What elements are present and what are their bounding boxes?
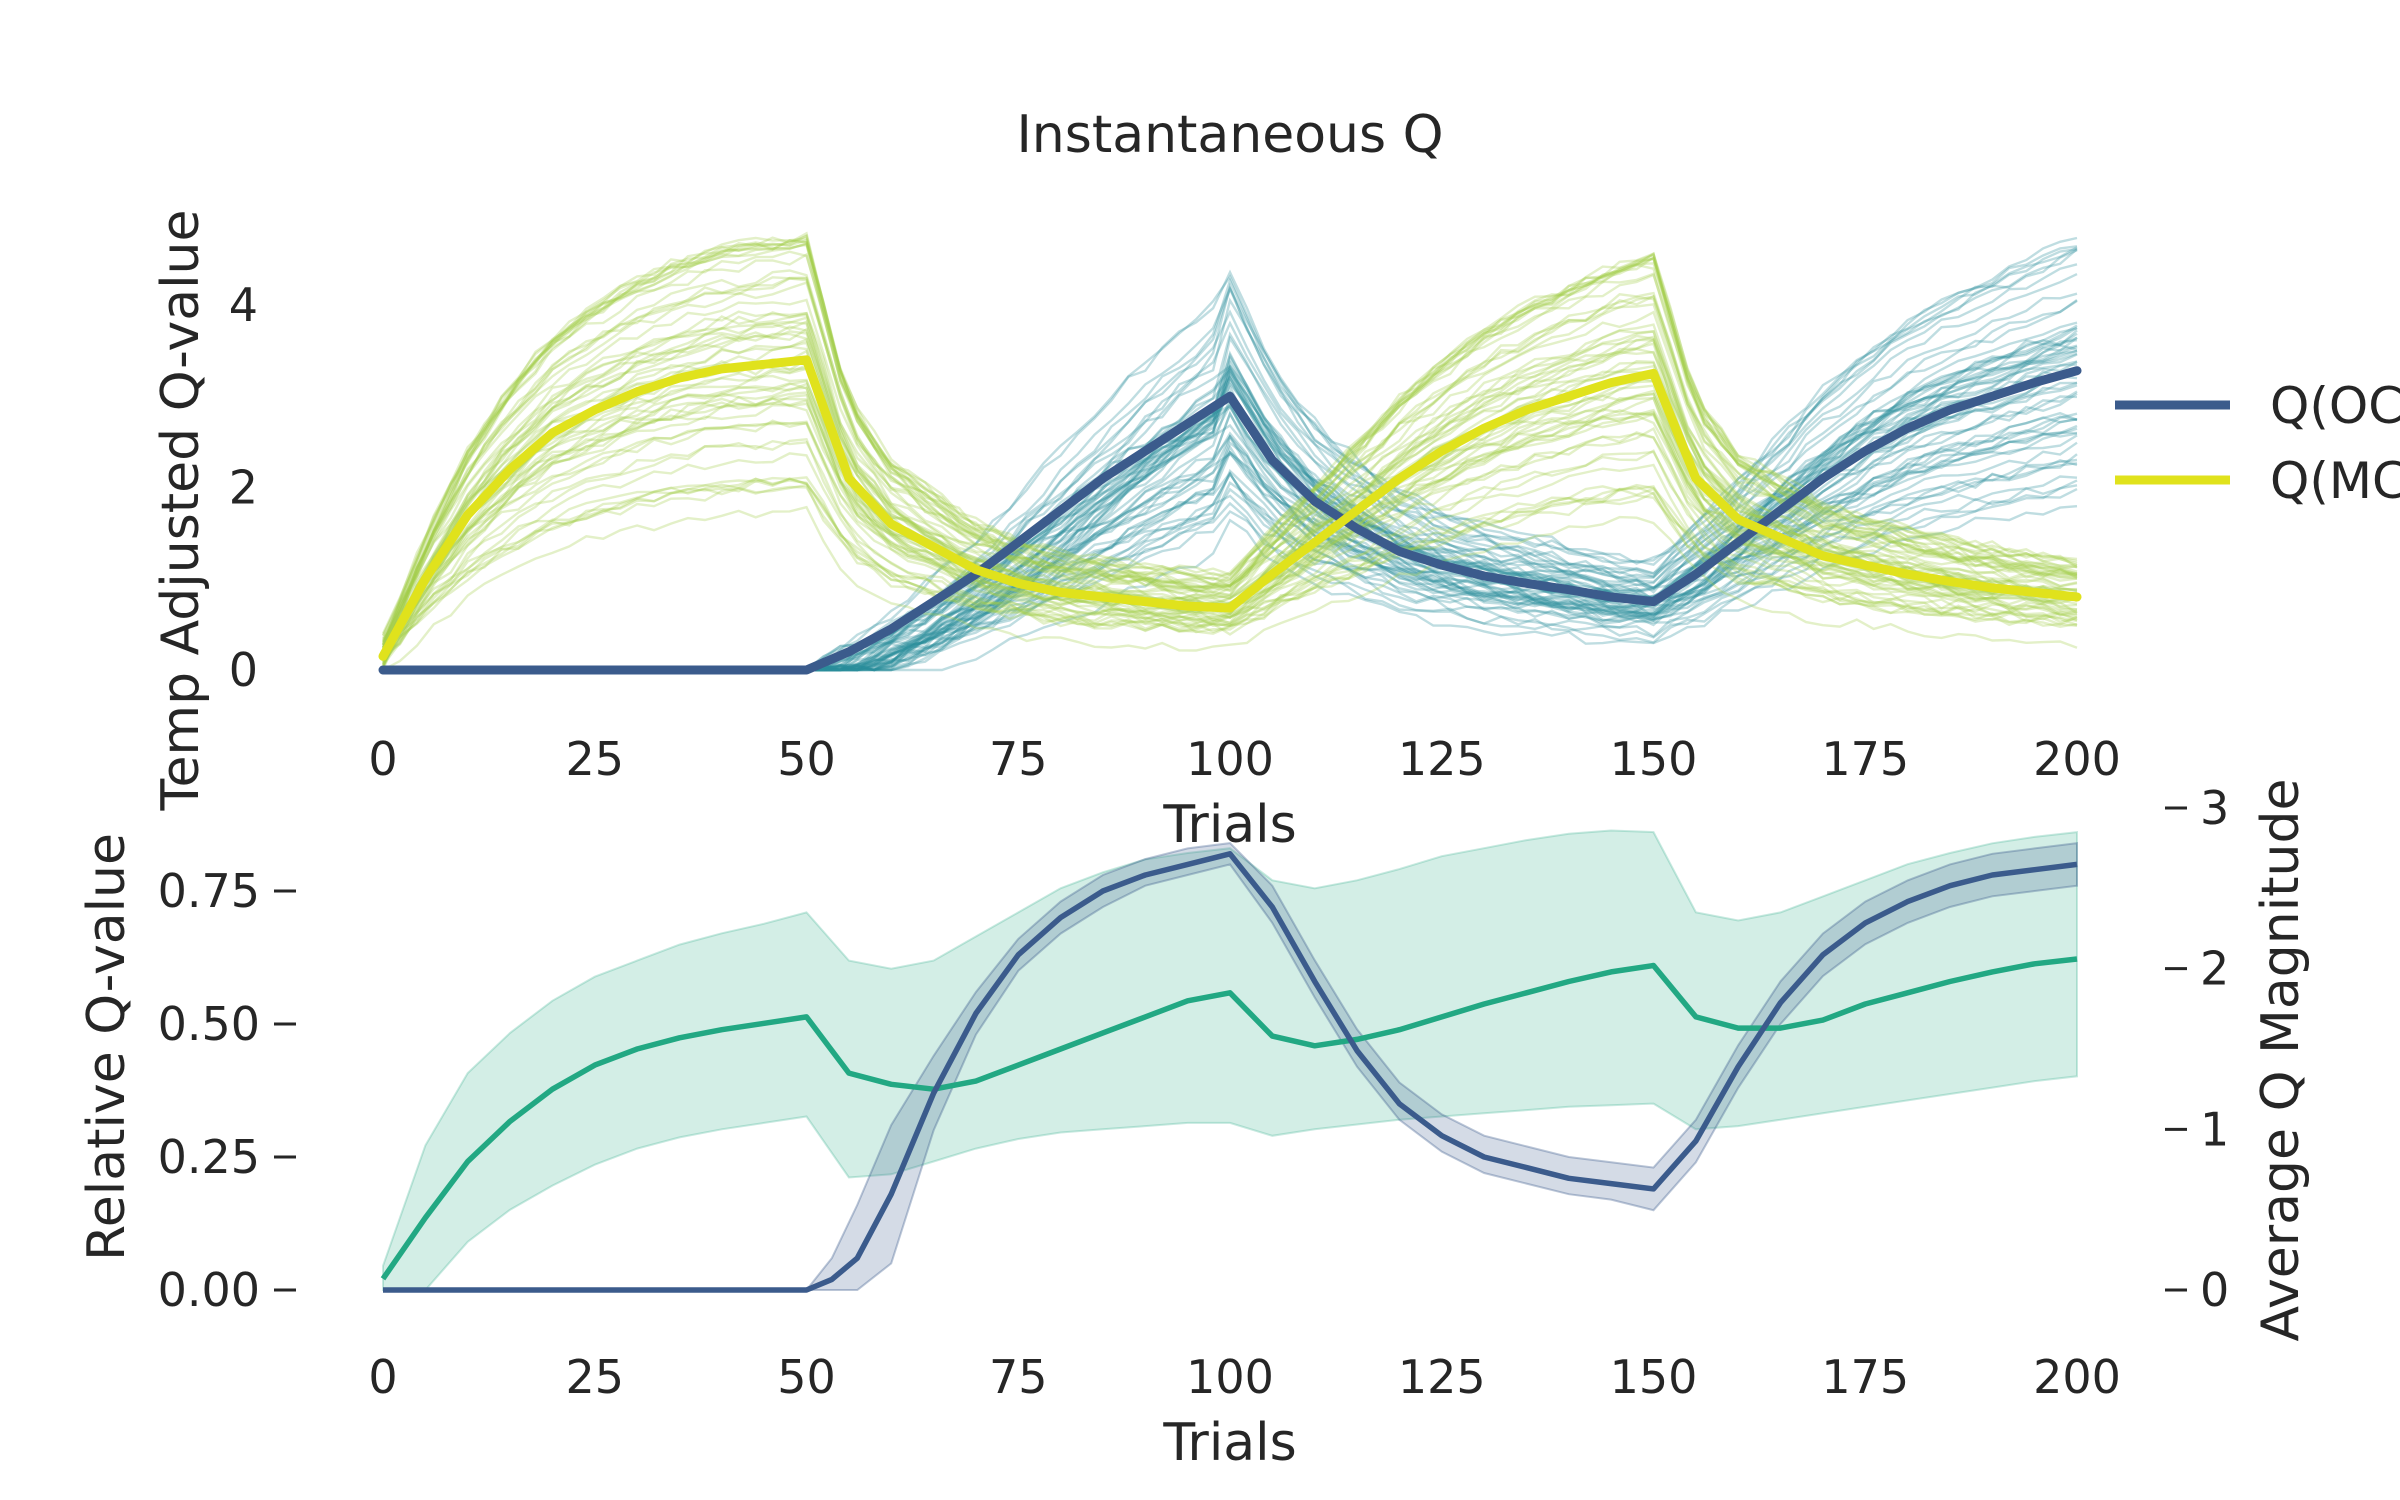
trace-line-mc-7 [382, 476, 2078, 648]
line-average-q-magnitude [380, 956, 2078, 1281]
bottom-x-tick-label: 50 [777, 1350, 836, 1404]
bottom-left-tick-label: 0.75 [158, 864, 260, 918]
trace-line-mc-43 [381, 420, 2078, 665]
band-average-q-magnitude [382, 829, 2078, 1291]
trace-line-mc-12 [381, 325, 2078, 661]
bottom-x-axis-label: Trials [1162, 1413, 1296, 1473]
bottom-left-y-ticks: 0.00 0.25 0.50 0.75 [158, 864, 296, 1317]
top-x-tick-label: 125 [1398, 732, 1486, 786]
top-x-ticks: 0 25 50 75 100 125 150 175 200 [368, 732, 2121, 786]
top-x-tick-label: 75 [989, 732, 1048, 786]
top-y-ticks: 0 2 4 [229, 278, 258, 697]
trace-line-mc-44 [381, 452, 2078, 664]
trace-line-mc-53 [382, 505, 2078, 672]
top-x-tick-label: 200 [2033, 732, 2121, 786]
bottom-right-tick-label: 0 [2200, 1263, 2229, 1317]
series-line-oc [378, 366, 2082, 675]
trace-line-mc-26 [382, 483, 2078, 653]
bottom-left-tick-label: 0.50 [158, 997, 260, 1051]
bottom-right-y-ticks: 0 1 2 3 [2165, 781, 2229, 1317]
trace-line-mc-14 [381, 399, 2078, 650]
trace-line-mc-45 [382, 439, 2078, 663]
trace-line-mc-50 [381, 231, 2078, 646]
bottom-x-ticks: 0 25 50 75 100 125 150 175 200 [368, 1350, 2121, 1404]
trace-line-mc-15 [382, 438, 2078, 656]
top-x-axis-label: Trials [1162, 795, 1296, 855]
line-relative-q-value [383, 851, 2078, 1293]
trace-line-mc-22 [382, 485, 2078, 652]
trace-line-mc-36 [381, 337, 2078, 641]
top-x-tick-label: 50 [777, 732, 836, 786]
trace-line-mc-23 [381, 236, 2078, 649]
trace-line-mc-8 [381, 250, 2078, 635]
trace-line-mc-40 [381, 320, 2078, 645]
top-x-tick-label: 25 [565, 732, 624, 786]
bottom-chart: Relative Q-value Average Q Magnitude Tri… [77, 778, 2311, 1473]
trace-line-mc-55 [381, 330, 2078, 651]
bottom-x-tick-label: 25 [565, 1350, 624, 1404]
bottom-right-y-axis-label: Average Q Magnitude [2251, 778, 2311, 1341]
trace-line-mc-41 [381, 298, 2078, 649]
legend-label-mc: Q(MC [2270, 452, 2400, 510]
legend: Q(OC Q(MC [2115, 377, 2400, 510]
trace-line-mc-38 [381, 310, 2078, 655]
trace-line-mc-11 [381, 239, 2078, 646]
trace-line-mc-37 [381, 391, 2078, 667]
top-y-tick-label: 4 [229, 278, 258, 332]
top-x-tick-label: 100 [1186, 732, 1274, 786]
trace-line-mc-6 [382, 397, 2078, 667]
trace-line-mc-4 [381, 243, 2078, 648]
trace-line-mc-58 [381, 393, 2078, 663]
top-y-tick-label: 2 [229, 461, 258, 515]
top-y-tick-label: 0 [229, 643, 258, 697]
bottom-x-tick-label: 175 [1821, 1350, 1909, 1404]
bottom-right-tick-label: 1 [2200, 1102, 2229, 1156]
trace-line-mc-27 [382, 421, 2078, 649]
bottom-x-tick-label: 150 [1610, 1350, 1698, 1404]
bottom-right-tick-label: 3 [2200, 781, 2229, 835]
bottom-x-tick-label: 125 [1398, 1350, 1486, 1404]
bottom-x-tick-label: 100 [1186, 1350, 1274, 1404]
series-line-mc [378, 355, 2082, 661]
bottom-left-tick-label: 0.00 [158, 1263, 260, 1317]
trace-line-mc-48 [382, 477, 2078, 661]
bottom-x-tick-label: 0 [368, 1350, 397, 1404]
top-chart: Instantaneous Q Temp Adjusted Q-value Tr… [151, 105, 2400, 855]
trace-line-mc-31 [381, 242, 2078, 646]
trace-line-mc-52 [381, 327, 2078, 639]
bottom-left-tick-label: 0.25 [158, 1130, 260, 1184]
top-x-tick-label: 150 [1610, 732, 1698, 786]
trace-line-mc-28 [381, 281, 2078, 642]
bottom-series [380, 851, 2078, 1293]
trace-line-mc-10 [381, 239, 2078, 636]
top-x-tick-label: 0 [368, 732, 397, 786]
top-y-axis-label: Temp Adjusted Q-value [151, 210, 211, 812]
trace-line-mc-19 [382, 382, 2078, 664]
top-chart-title: Instantaneous Q [1016, 105, 1443, 165]
trace-line-mc-30 [382, 477, 2078, 655]
bottom-x-tick-label: 200 [2033, 1350, 2121, 1404]
top-x-tick-label: 175 [1821, 732, 1909, 786]
bottom-right-tick-label: 2 [2200, 942, 2229, 996]
trace-line-mc-2 [382, 477, 2078, 657]
legend-label-oc: Q(OC [2270, 377, 2400, 435]
bottom-left-y-axis-label: Relative Q-value [77, 833, 137, 1261]
top-series [378, 355, 2082, 675]
trace-line-mc-32 [382, 386, 2078, 657]
trace-line-mc-49 [381, 276, 2078, 649]
trace-line-mc-13 [381, 277, 2078, 652]
bottom-x-tick-label: 75 [989, 1350, 1048, 1404]
trace-line-mc-46 [381, 269, 2078, 654]
